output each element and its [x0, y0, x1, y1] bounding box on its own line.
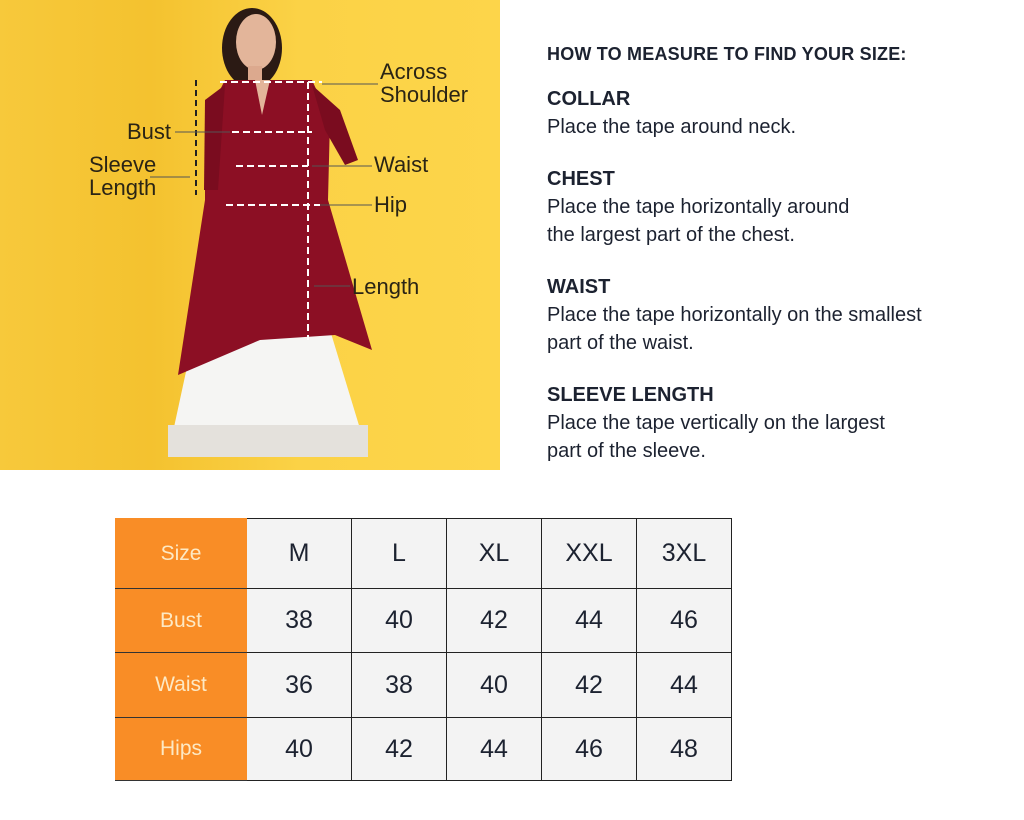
row-header: Waist [115, 652, 247, 718]
table-cell: 38 [351, 652, 447, 718]
table-cell: 40 [446, 652, 542, 718]
table-cell: M [246, 518, 352, 589]
table-cell: 42 [446, 588, 542, 653]
table-cell: 3XL [636, 518, 732, 589]
table-cell: 44 [636, 652, 732, 718]
table-cell: 38 [246, 588, 352, 653]
guide-section-waist: WAIST Place the tape horizontally on the… [547, 276, 922, 354]
guide-section-chest: CHEST Place the tape horizontally around… [547, 168, 850, 246]
table-cell: L [351, 518, 447, 589]
table-cell: 48 [636, 717, 732, 781]
table-cell: 40 [351, 588, 447, 653]
label-hip: Hip [374, 192, 408, 217]
guide-section-collar: COLLAR Place the tape around neck. [547, 88, 797, 138]
table-cell: 36 [246, 652, 352, 718]
model-measurement-image: Across Shoulder Bust Sleeve Length Waist H… [0, 0, 500, 470]
label-across-shoulder: Across Shoulder [380, 59, 469, 107]
table-row: Size M L XL XXL 3XL [115, 518, 732, 589]
table-cell: 44 [541, 588, 637, 653]
table-cell: 42 [541, 652, 637, 718]
label-length: Length [352, 274, 420, 299]
guide-heading: HOW TO MEASURE TO FIND YOUR SIZE: [547, 44, 907, 64]
table-cell: XL [446, 518, 542, 589]
table-cell: 44 [446, 717, 542, 781]
table-row: Hips 40 42 44 46 48 [115, 717, 732, 781]
table-row: Waist 36 38 40 42 44 [115, 652, 732, 718]
label-bust: Bust [127, 119, 172, 144]
label-sleeve-length: Sleeve Length [89, 152, 157, 200]
model-illustration [150, 8, 378, 457]
table-row: Bust 38 40 42 44 46 [115, 588, 732, 653]
table-cell: 40 [246, 717, 352, 781]
table-cell: 46 [636, 588, 732, 653]
table-cell: 46 [541, 717, 637, 781]
table-cell: 42 [351, 717, 447, 781]
table-cell: XXL [541, 518, 637, 589]
row-header: Bust [115, 588, 247, 653]
guide-section-sleeve-length: SLEEVE LENGTH Place the tape vertically … [547, 384, 885, 462]
label-waist: Waist [374, 152, 429, 177]
size-chart-table: Size M L XL XXL 3XL Bust 38 40 42 44 46 … [115, 518, 732, 781]
row-header: Hips [115, 717, 247, 781]
row-header: Size [115, 518, 247, 589]
